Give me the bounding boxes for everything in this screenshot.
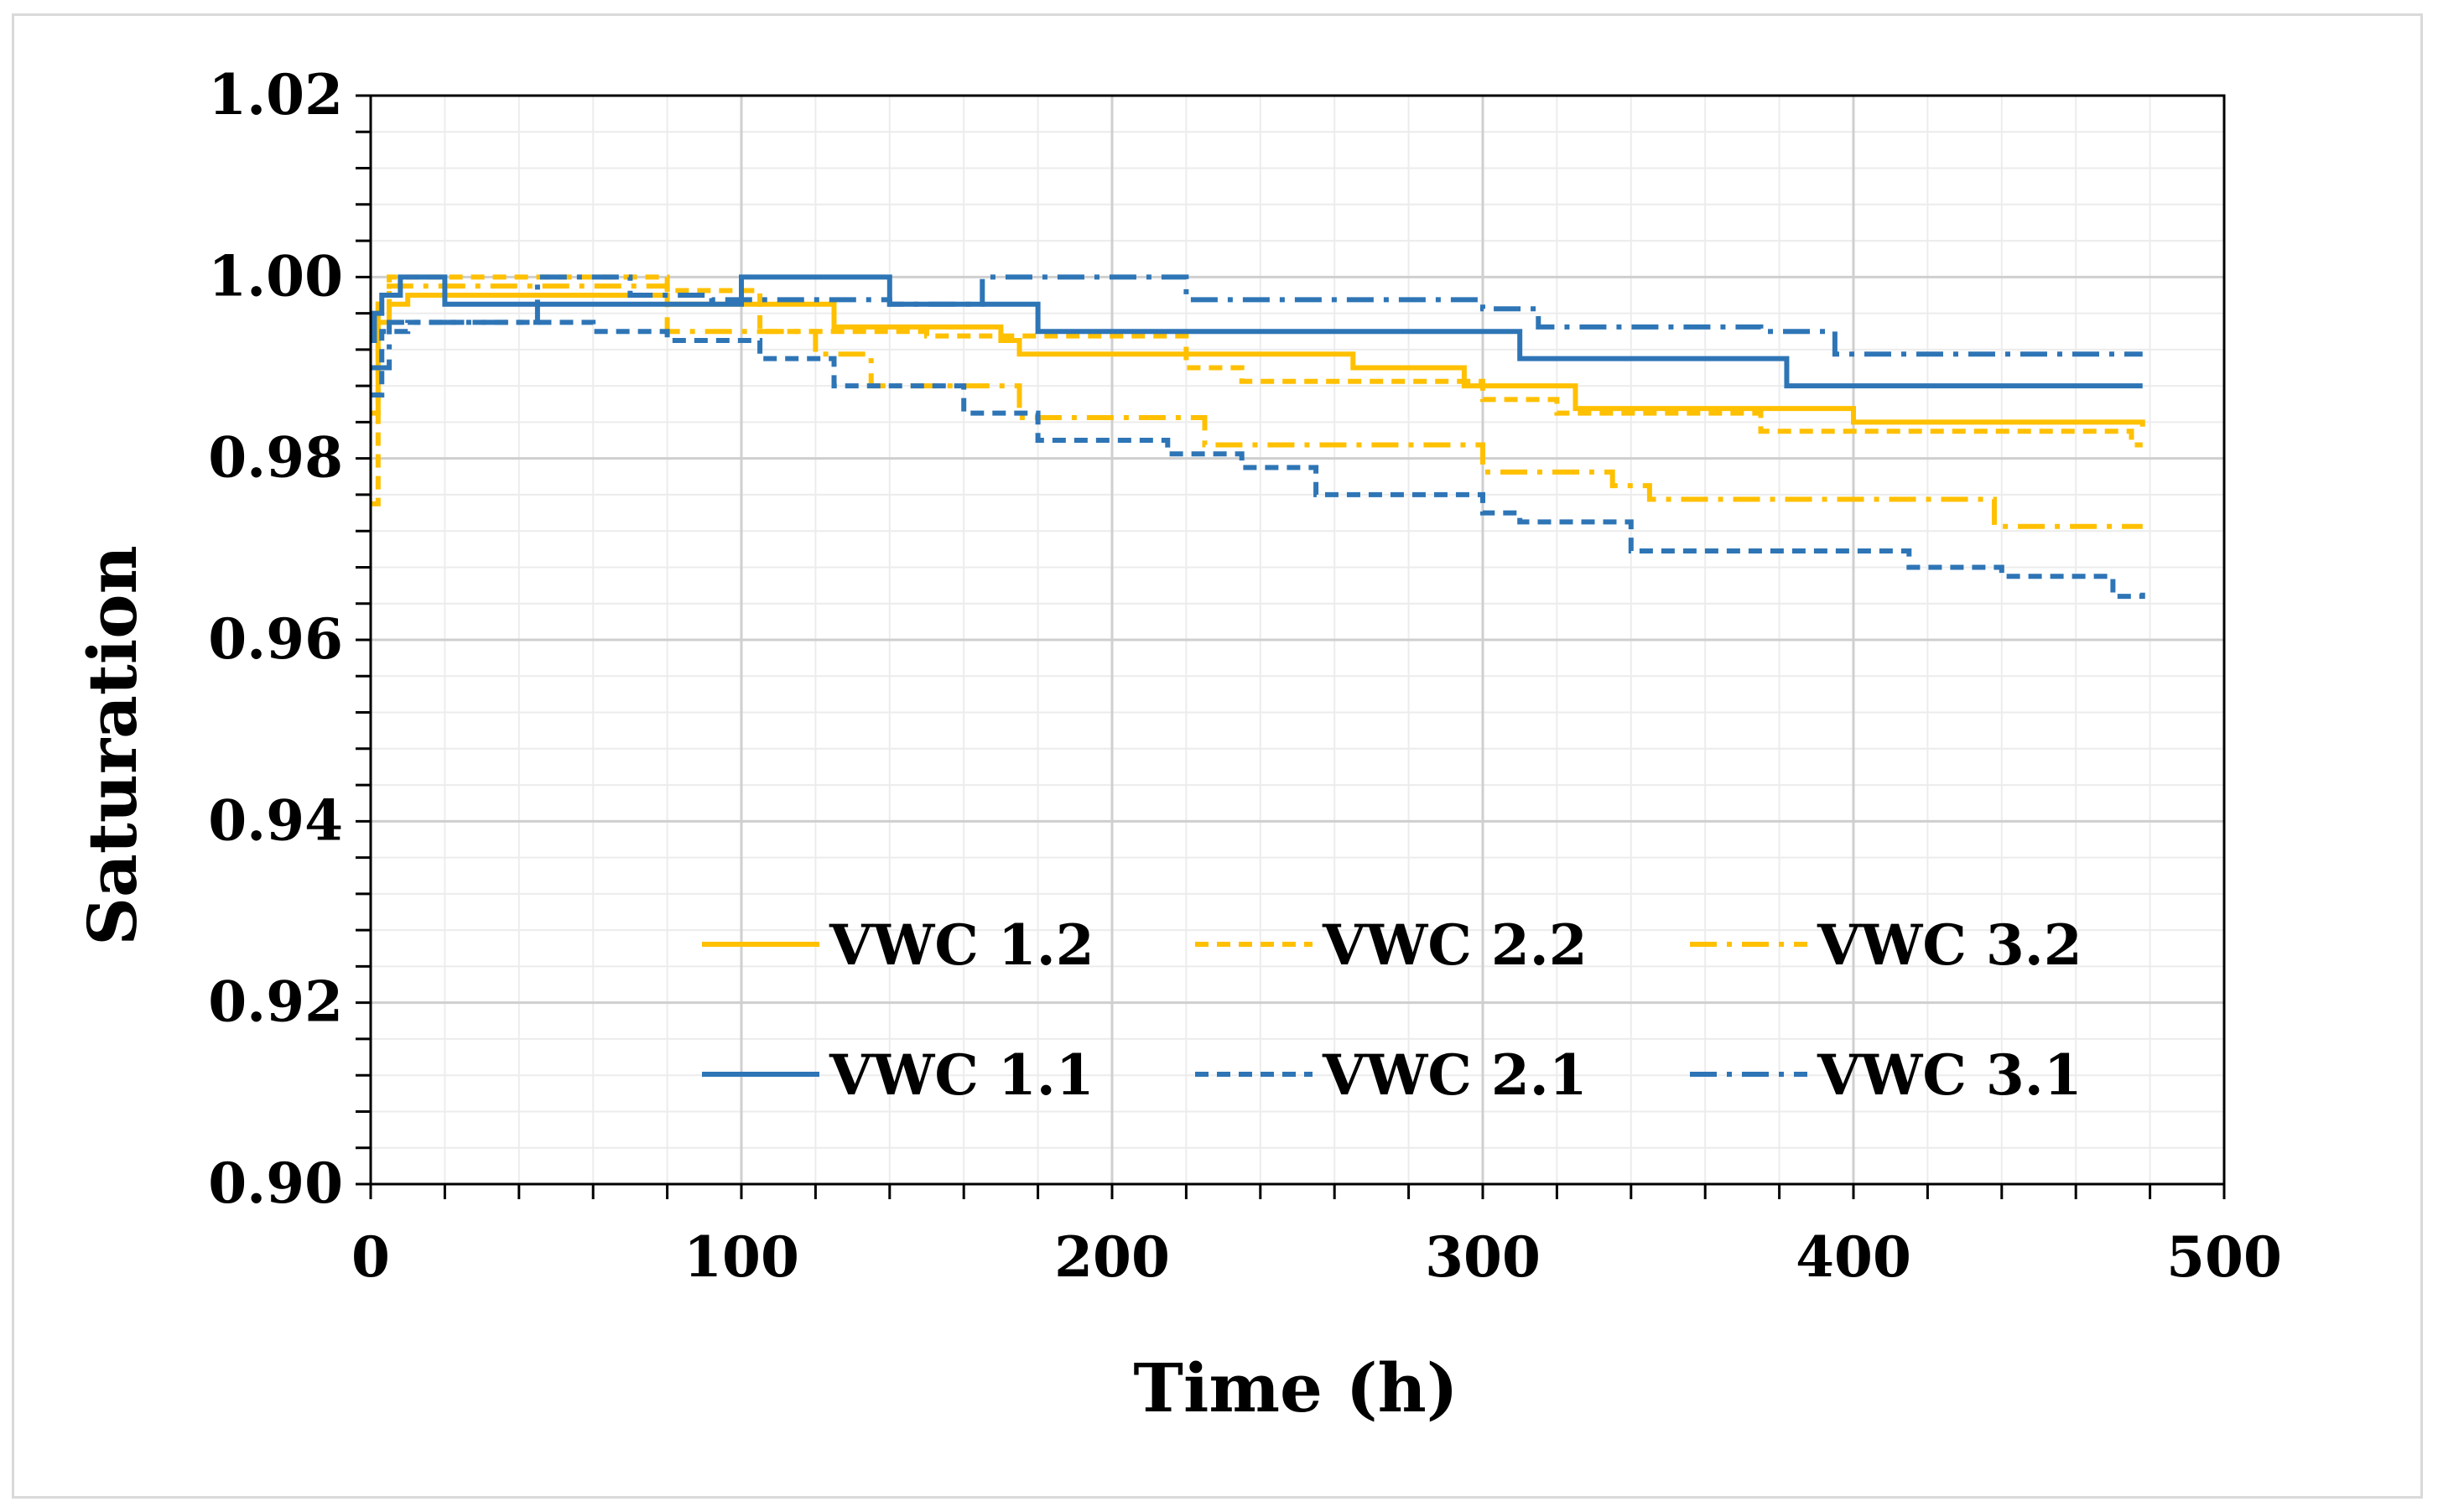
chart-frame: 0 100 200 300 400 500 0.90 0.92 0.94 0.96 0.98 1.00…	[12, 13, 2423, 1499]
y-tick-label: 1.02	[208, 62, 343, 127]
x-tick-label: 0	[351, 1224, 390, 1290]
legend-label: VWC 1.1	[829, 1042, 1094, 1108]
y-tick-label: 0.98	[208, 425, 343, 491]
legend-label: VWC 3.2	[1817, 912, 2082, 978]
y-tick-label: 1.00	[208, 243, 343, 309]
series-lines	[371, 274, 2145, 600]
x-tick-label: 500	[2166, 1224, 2282, 1290]
series-line-vwc-1.2	[371, 292, 2145, 427]
x-tick-label: 100	[684, 1224, 799, 1290]
legend-label: VWC 2.2	[1322, 912, 1588, 978]
y-tick-label: 0.92	[208, 969, 343, 1035]
grid-lines	[369, 94, 2226, 1186]
x-tick-label: 200	[1054, 1224, 1170, 1290]
x-axis-title: Time (h)	[1133, 1348, 1458, 1427]
legend-label: VWC 3.1	[1817, 1042, 2082, 1108]
saturation-chart: 0 100 200 300 400 500 0.90 0.92 0.94 0.96 0.98 1.00…	[73, 62, 2282, 1427]
series-line-vwc-2.1	[371, 320, 2145, 600]
legend-label: VWC 2.1	[1322, 1042, 1588, 1108]
y-tick-label: 0.94	[208, 787, 343, 853]
series-line-vwc-3.2	[371, 283, 2143, 529]
axes: 0 100 200 300 400 500 0.90 0.92 0.94 0.96 0.98 1.00…	[208, 62, 2282, 1290]
legend: VWC 1.2 VWC 2.2 VWC 3.2 VWC 1.1 VWC 2.1 VWC 3…	[702, 912, 2082, 1108]
y-axis-title: Saturation	[73, 545, 152, 946]
series-line-vwc-3.1	[371, 274, 2143, 371]
x-tick-label: 400	[1796, 1224, 1911, 1290]
series-line-vwc-1.1	[371, 274, 2143, 389]
y-tick-label: 0.90	[208, 1151, 343, 1216]
x-tick-label: 300	[1425, 1224, 1541, 1290]
y-tick-label: 0.96	[208, 606, 343, 672]
legend-label: VWC 1.2	[829, 912, 1094, 978]
